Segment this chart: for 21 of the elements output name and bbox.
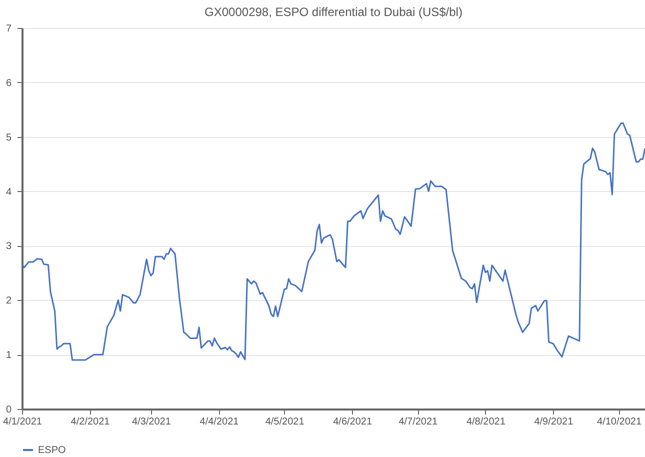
x-tick-label: 4/6/2021 <box>333 416 372 428</box>
x-tick-label: 4/9/2021 <box>534 416 574 428</box>
x-tick-label: 4/2/2021 <box>70 416 110 428</box>
line-series <box>22 122 645 361</box>
x-tick-label: 4/7/2021 <box>398 416 438 428</box>
x-tick-label: 4/8/2021 <box>466 416 506 428</box>
y-tick-label: 4 <box>6 186 12 198</box>
chart-title: GX0000298, ESPO differential to Dubai (US$/bl) <box>204 5 462 19</box>
x-tick-label: 4/5/2021 <box>265 416 305 428</box>
y-tick-label: 2 <box>6 296 12 307</box>
x-tick-label: 4/3/2021 <box>132 416 172 428</box>
legend-label: ESPO <box>38 445 66 456</box>
y-tick-label: 0 <box>6 404 12 416</box>
y-tick-label: 1 <box>6 350 12 362</box>
x-tick-label: 4/10/2021 <box>597 416 642 428</box>
y-tick-label: 7 <box>6 24 12 34</box>
x-tick-label: 4/4/2021 <box>200 416 240 428</box>
x-tick-label: 4/1/2021 <box>3 416 42 428</box>
y-tick-label: 6 <box>6 78 12 89</box>
y-tick-label: 5 <box>6 132 12 144</box>
y-tick-label: 3 <box>6 241 12 252</box>
